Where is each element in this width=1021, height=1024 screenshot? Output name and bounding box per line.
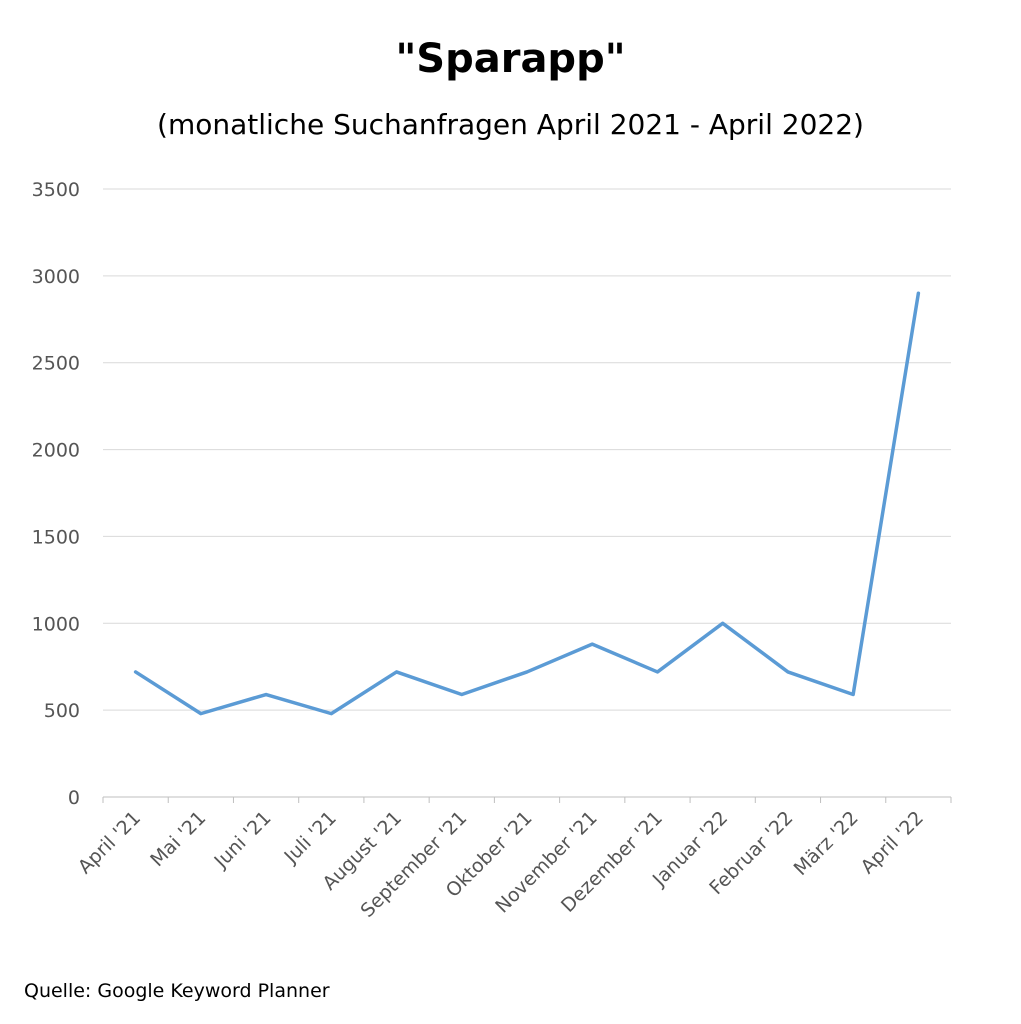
x-tick-label: Mai '21 [146, 807, 210, 871]
chart-subtitle: (monatliche Suchanfragen April 2021 - Ap… [157, 108, 864, 141]
y-tick-label: 1000 [32, 613, 80, 635]
y-tick-label: 1500 [32, 526, 80, 548]
chart-title: "Sparapp" [395, 36, 626, 82]
x-tick-label: April '22 [857, 807, 928, 878]
y-tick-label: 0 [68, 787, 80, 809]
source-note: Quelle: Google Keyword Planner [24, 980, 330, 1002]
y-tick-label: 2500 [32, 353, 80, 375]
y-tick-label: 3000 [32, 266, 80, 288]
x-tick-label: Juni '21 [210, 807, 276, 873]
y-tick-label: 3500 [32, 179, 80, 201]
x-tick-label: Juli '21 [280, 807, 341, 868]
x-tick-label: März '22 [790, 807, 863, 880]
y-tick-label: 500 [44, 700, 80, 722]
y-tick-label: 2000 [32, 440, 80, 462]
x-tick-label: April '21 [74, 807, 145, 878]
series-line [133, 291, 921, 716]
